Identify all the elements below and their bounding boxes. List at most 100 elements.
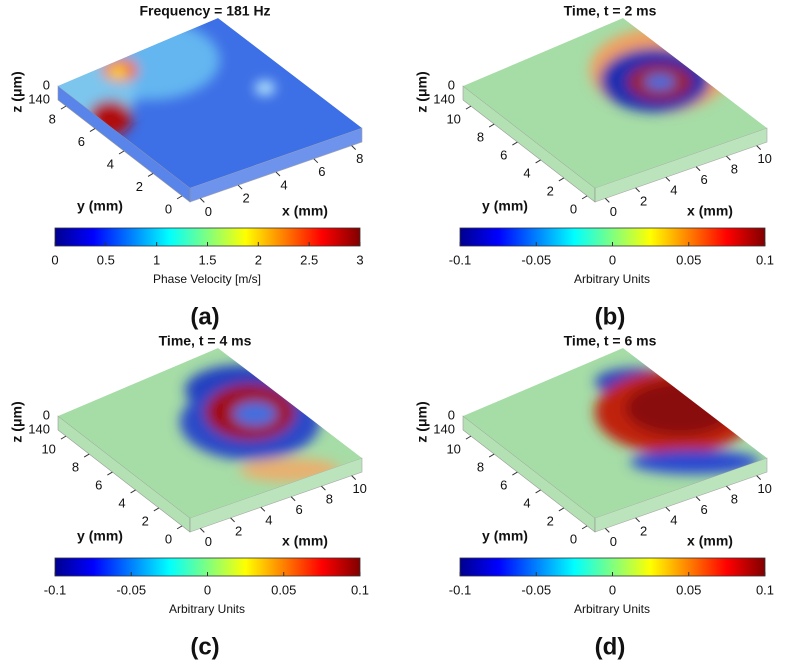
x-tick	[260, 506, 266, 512]
y-tick	[176, 525, 183, 530]
y-tick-label: 0	[570, 531, 577, 546]
x-tick-label: 10	[757, 481, 771, 496]
y-tick	[558, 507, 565, 512]
y-tick-label: 10	[446, 112, 460, 127]
colorbar-tick-label: 0.1	[351, 582, 369, 597]
panel-label: (b)	[595, 303, 626, 330]
surface-field	[590, 28, 730, 112]
x-tick-label: 8	[326, 492, 333, 507]
x-tick-label: 0	[205, 534, 212, 549]
x-tick-label: 4	[670, 513, 677, 528]
y-tick	[535, 489, 541, 494]
z-tick-label: 140	[28, 421, 50, 436]
x-tick	[665, 176, 671, 182]
x-tick-label: 4	[265, 513, 272, 528]
y-tick-label: 10	[446, 442, 460, 457]
colorbar-tick-label: 0	[609, 582, 616, 597]
y-tick-label: 2	[547, 513, 554, 528]
colorbar-tick-label: -0.05	[521, 252, 551, 267]
y-axis-title: y (mm)	[77, 198, 123, 214]
x-tick-label: 10	[757, 151, 771, 166]
field-blob	[233, 402, 277, 426]
x-tick-label: 10	[352, 481, 366, 496]
x-tick	[695, 496, 701, 502]
x-tick-label: 6	[318, 164, 325, 179]
x-tick	[230, 517, 235, 523]
colorbar-tick-label: 2.5	[300, 252, 318, 267]
field-blob	[644, 74, 676, 90]
x-tick-label: 8	[731, 492, 738, 507]
y-tick	[581, 525, 588, 530]
colorbar-tick-label: 2	[255, 252, 262, 267]
colorbar-tick-label: 3	[356, 252, 363, 267]
x-tick-label: 6	[701, 172, 708, 187]
x-tick	[199, 528, 205, 533]
colorbar-tick-label: -0.1	[449, 582, 471, 597]
y-tick	[89, 128, 96, 132]
surface	[58, 348, 362, 518]
y-tick	[60, 105, 67, 110]
z-tick-label: 0	[448, 407, 455, 422]
colorbar-label: Arbitrary Units	[169, 602, 245, 616]
x-tick-label: 0	[610, 204, 617, 219]
x-tick-label: 0	[205, 204, 212, 219]
panel-title: Time, t = 2 ms	[564, 3, 657, 19]
x-tick	[237, 184, 243, 190]
colorbar-tick-label: 0.05	[676, 252, 701, 267]
y-tick-label: 4	[523, 165, 530, 180]
y-tick	[465, 435, 472, 440]
x-axis-title: x (mm)	[282, 533, 328, 549]
y-tick-label: 8	[72, 460, 79, 475]
colorbar-tick-label: 0.05	[271, 582, 296, 597]
x-tick	[756, 475, 762, 480]
y-tick	[512, 141, 518, 146]
x-axis-title: x (mm)	[282, 203, 328, 219]
colorbar-tick-label: 0	[204, 582, 211, 597]
x-tick	[321, 485, 326, 491]
colorbar-tick-label: 0.1	[756, 582, 774, 597]
z-tick-label: 140	[433, 421, 455, 436]
y-tick	[60, 435, 67, 440]
panel-title: Time, t = 4 ms	[159, 333, 252, 349]
z-axis-title: z (μm)	[9, 401, 25, 442]
colorbar-tick-label: -0.05	[521, 582, 551, 597]
y-tick-label: 2	[547, 183, 554, 198]
y-tick	[558, 177, 565, 182]
colorbar-tick-label: 1.5	[198, 252, 216, 267]
x-tick	[604, 198, 610, 203]
colorbar-tick-label: -0.05	[116, 582, 146, 597]
colorbar-tick-label: 0	[51, 252, 58, 267]
y-tick-label: 0	[165, 531, 172, 546]
y-tick	[488, 123, 495, 128]
x-tick-label: 4	[670, 183, 677, 198]
colorbar-tick-label: 0.05	[676, 582, 701, 597]
surface	[463, 18, 767, 188]
y-tick	[512, 471, 518, 476]
colorbar-tick-label: -0.1	[44, 582, 66, 597]
y-tick	[176, 195, 183, 200]
y-tick-label: 0	[570, 201, 577, 216]
y-tick	[118, 150, 125, 155]
colorbar-label: Arbitrary Units	[574, 272, 650, 286]
y-axis-title: y (mm)	[482, 198, 528, 214]
x-tick	[695, 166, 701, 172]
y-tick-label: 8	[477, 460, 484, 475]
x-tick	[275, 171, 281, 177]
panel-label: (c)	[190, 633, 219, 660]
colorbar-label: Phase Velocity [m/s]	[153, 272, 261, 286]
box-side	[594, 457, 768, 533]
z-tick-label: 140	[433, 91, 455, 106]
y-tick-label: 8	[49, 112, 56, 127]
x-tick-label: 6	[296, 502, 303, 517]
y-tick-label: 6	[500, 477, 507, 492]
x-tick	[635, 187, 640, 193]
y-tick-label: 6	[78, 134, 85, 149]
y-tick-label: 6	[500, 147, 507, 162]
z-tick-label: 0	[43, 77, 50, 92]
field-blob	[630, 450, 760, 474]
